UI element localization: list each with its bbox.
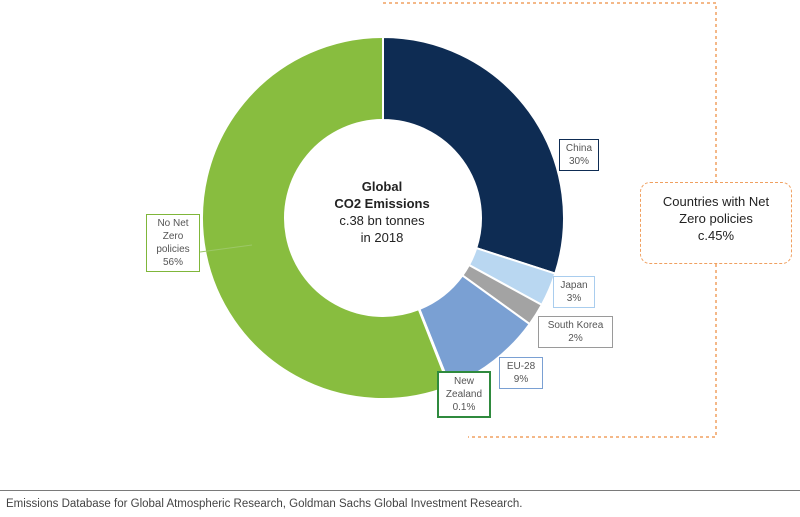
label-south-korea: South Korea 2% xyxy=(538,316,613,348)
source-note: Emissions Database for Global Atmospheri… xyxy=(6,498,523,510)
label-eu28-value: 9% xyxy=(513,374,529,385)
label-no-net-zero-value: 56% xyxy=(162,257,183,268)
center-title-line2: CO2 Emissions xyxy=(334,196,430,211)
callout-line1: Countries with Net xyxy=(662,194,770,209)
no-net-zero-leader xyxy=(199,244,253,253)
donut-center-text: Global CO2 Emissions c.38 bn tonnes in 2… xyxy=(303,178,461,246)
label-china-name: China xyxy=(565,143,593,154)
center-line3: c.38 bn tonnes xyxy=(339,213,425,228)
label-new-zealand-name-2: Zealand xyxy=(445,389,483,400)
label-no-net-zero-name-1: No Net xyxy=(157,218,189,229)
label-japan-value: 3% xyxy=(566,293,582,304)
label-japan-name: Japan xyxy=(560,280,588,291)
label-china-value: 30% xyxy=(568,156,589,167)
callout-line3: c.45% xyxy=(697,228,735,243)
label-eu28-name: EU-28 xyxy=(506,361,536,372)
callout-line2: Zero policies xyxy=(679,211,753,226)
label-china: China 30% xyxy=(559,139,599,171)
label-eu28: EU-28 9% xyxy=(499,357,543,389)
footer-divider xyxy=(0,490,800,491)
label-no-net-zero: No Net Zero policies 56% xyxy=(146,214,200,272)
slice-china xyxy=(382,35,565,275)
label-new-zealand-name-1: New xyxy=(453,376,474,387)
label-no-net-zero-name-3: policies xyxy=(156,244,190,255)
label-new-zealand: New Zealand 0.1% xyxy=(437,371,491,418)
net-zero-callout: Countries with Net Zero policies c.45% xyxy=(640,182,792,264)
label-south-korea-name: South Korea xyxy=(547,320,604,331)
center-line4: in 2018 xyxy=(360,230,404,245)
net-zero-bracket xyxy=(383,2,717,438)
label-no-net-zero-name-2: Zero xyxy=(162,231,184,242)
label-south-korea-value: 2% xyxy=(568,333,583,344)
center-title-line1: Global xyxy=(361,179,403,194)
label-japan: Japan 3% xyxy=(553,276,595,308)
slice-no-net-zero-policies xyxy=(201,35,451,400)
label-new-zealand-value: 0.1% xyxy=(452,402,476,413)
